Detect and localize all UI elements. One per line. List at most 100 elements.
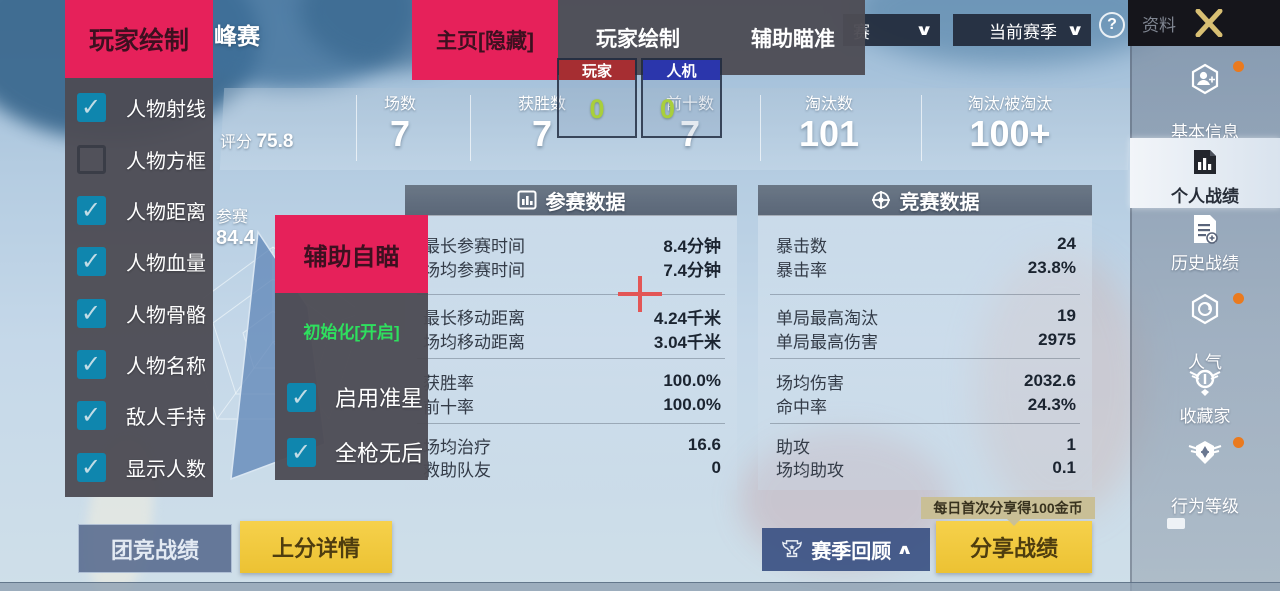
sidebar-item-history-record[interactable]: 历史战绩 (1130, 213, 1280, 277)
tooltip-text: 每日首次分享得100金币 (933, 500, 1083, 516)
stat-value: 2032.6 (1024, 371, 1076, 390)
stat-label: 单局最高淘汰 (776, 308, 878, 328)
draw-option-row[interactable]: 敌人手持 (65, 401, 213, 431)
stat-label: 最长移动距离 (423, 308, 525, 328)
sidebar-more-icon[interactable] (1167, 518, 1185, 529)
draw-option-row[interactable]: 显示人数 (65, 452, 213, 482)
aim-option-row[interactable]: 全枪无后 (275, 436, 428, 468)
panel-header: 参赛数据 (405, 185, 737, 216)
rank-detail-label: 上分详情 (271, 536, 360, 561)
stat-value: 24.3% (1027, 395, 1076, 414)
checkbox[interactable] (77, 401, 106, 431)
panel-body: 暴击数 24 暴击率 23.8% 单局最高淘汰 19 单局最高伤害 2975 场均伤害 2… (758, 216, 1092, 490)
stat-label: 场均助攻 (776, 460, 844, 480)
panel-title: 竞赛数据 (899, 191, 980, 214)
draw-option-row[interactable]: 人物距离 (65, 195, 213, 225)
player-counter-box[interactable]: 玩家 0 (557, 58, 637, 138)
stat-value: 4.24千米 (653, 308, 721, 328)
aim-option-label: 启用准星 (334, 386, 423, 411)
overlay-home-button[interactable]: 主页[隐藏] (412, 0, 558, 80)
checkbox[interactable] (77, 144, 106, 174)
sidebar-header: 资料 (1128, 0, 1280, 46)
draw-option-label: 人物距离 (126, 201, 206, 224)
help-icon[interactable]: ? (1099, 12, 1125, 38)
panel-title: 参赛数据 (545, 191, 626, 214)
divider (760, 95, 761, 161)
sidebar-item-behavior-level[interactable]: 行为等级 (1130, 437, 1280, 516)
draw-option-row[interactable]: 人物骨骼 (65, 298, 213, 328)
checkbox[interactable] (287, 437, 316, 467)
stat-eliminations: 淘汰数 101 (798, 96, 860, 154)
stat-label: 暴击数 (776, 236, 827, 256)
aim-option-row[interactable]: 启用准星 (275, 381, 428, 413)
radar-score: 参赛 84.4 (216, 203, 255, 250)
checkbox[interactable] (287, 382, 316, 412)
player-counter-header: 玩家 (559, 60, 635, 80)
draw-option-label: 人物血量 (126, 253, 206, 276)
season-review-label: 赛季回顾 (811, 541, 892, 563)
trophy-icon (782, 539, 803, 557)
bot-counter-header: 人机 (643, 60, 720, 80)
competition-data-panel: 竞赛数据 暴击数 24 暴击率 23.8% 单局最高淘汰 19 单局最高伤害 2975 … (758, 185, 1092, 490)
stat-value: 100.0% (663, 395, 721, 414)
stat-value: 1 (1066, 435, 1076, 454)
share-record-label: 分享战绩 (969, 536, 1058, 561)
stat-value: 2975 (1038, 330, 1076, 349)
sidebar-item-label: 人气 (1188, 353, 1222, 372)
sidebar-item-label: 个人战绩 (1171, 187, 1239, 206)
sidebar-item-collector[interactable]: 收藏家 (1130, 366, 1280, 428)
draw-menu-title[interactable]: 玩家绘制 (65, 0, 213, 78)
team-record-button[interactable]: 团竞战绩 (78, 524, 232, 573)
divider (770, 358, 1080, 359)
close-icon[interactable] (1194, 9, 1224, 37)
team-record-label: 团竞战绩 (110, 537, 199, 563)
checkbox[interactable] (77, 350, 106, 380)
tab-player-draw[interactable]: 玩家绘制 (596, 27, 680, 51)
stat-label: 最长参赛时间 (423, 236, 525, 256)
bottom-edge-bar (0, 582, 1280, 591)
stat-label: 助攻 (776, 437, 810, 457)
stat-value: 100.0% (663, 371, 721, 390)
aim-menu-title[interactable]: 辅助自瞄 (275, 215, 428, 293)
aim-option-label: 全枪无后 (334, 441, 423, 466)
target-icon (871, 191, 890, 209)
draw-menu-panel: 玩家绘制 人物射线 人物方框 人物距离 人物血量 人物骨骼 人物名称 敌人手持 … (65, 0, 213, 497)
aim-menu-panel: 辅助自瞄 初始化[开启] 启用准星 全枪无后 (275, 215, 428, 480)
sidebar-item-popularity[interactable]: 人气 (1130, 292, 1280, 372)
bar-chart-icon (517, 190, 536, 210)
checkbox[interactable] (77, 247, 106, 277)
share-bonus-tooltip: 每日首次分享得100金币 (921, 497, 1095, 526)
stat-value: 16.6 (687, 435, 721, 454)
notification-dot (1233, 61, 1244, 72)
draw-option-row[interactable]: 人物名称 (65, 350, 213, 380)
draw-option-label: 显示人数 (126, 458, 206, 481)
sidebar-item-label: 历史战绩 (1171, 254, 1239, 273)
panel-header: 竞赛数据 (758, 185, 1092, 216)
tab-aim-assist[interactable]: 辅助瞄准 (751, 27, 835, 51)
season-title-partial: 峰赛 (214, 23, 260, 49)
share-record-button[interactable]: 分享战绩 (936, 521, 1092, 573)
profile-hexagon-icon (1191, 63, 1219, 95)
checkbox[interactable] (77, 452, 106, 482)
draw-option-label: 人物骨骼 (126, 304, 206, 327)
rank-detail-button[interactable]: 上分详情 (240, 521, 392, 573)
aim-init-status[interactable]: 初始化[开启] (303, 323, 400, 342)
stat-label: 救助队友 (423, 460, 491, 480)
stat-value: 23.8% (1027, 258, 1076, 277)
draw-option-label: 敌人手持 (126, 407, 206, 430)
overlay-home-label: 主页[隐藏] (436, 30, 534, 53)
draw-option-row[interactable]: 人物血量 (65, 247, 213, 277)
sidebar-item-basic-info[interactable]: 基本信息 (1130, 61, 1280, 142)
draw-menu-body: 人物射线 人物方框 人物距离 人物血量 人物骨骼 人物名称 敌人手持 显示人数 (65, 78, 213, 497)
divider (417, 423, 725, 424)
checkbox[interactable] (77, 195, 106, 225)
checkbox[interactable] (77, 93, 106, 123)
draw-option-row[interactable]: 人物方框 (65, 144, 213, 174)
season-dropdown[interactable]: 当前赛季 ∨ (953, 14, 1091, 46)
checkbox[interactable] (77, 298, 106, 328)
divider (770, 294, 1080, 295)
draw-option-row[interactable]: 人物射线 (65, 93, 213, 123)
bot-counter-box[interactable]: 人机 0 (641, 58, 722, 138)
season-review-button[interactable]: 赛季回顾 ∧ (762, 528, 930, 571)
sidebar-item-personal-record[interactable]: 个人战绩 (1130, 138, 1280, 208)
